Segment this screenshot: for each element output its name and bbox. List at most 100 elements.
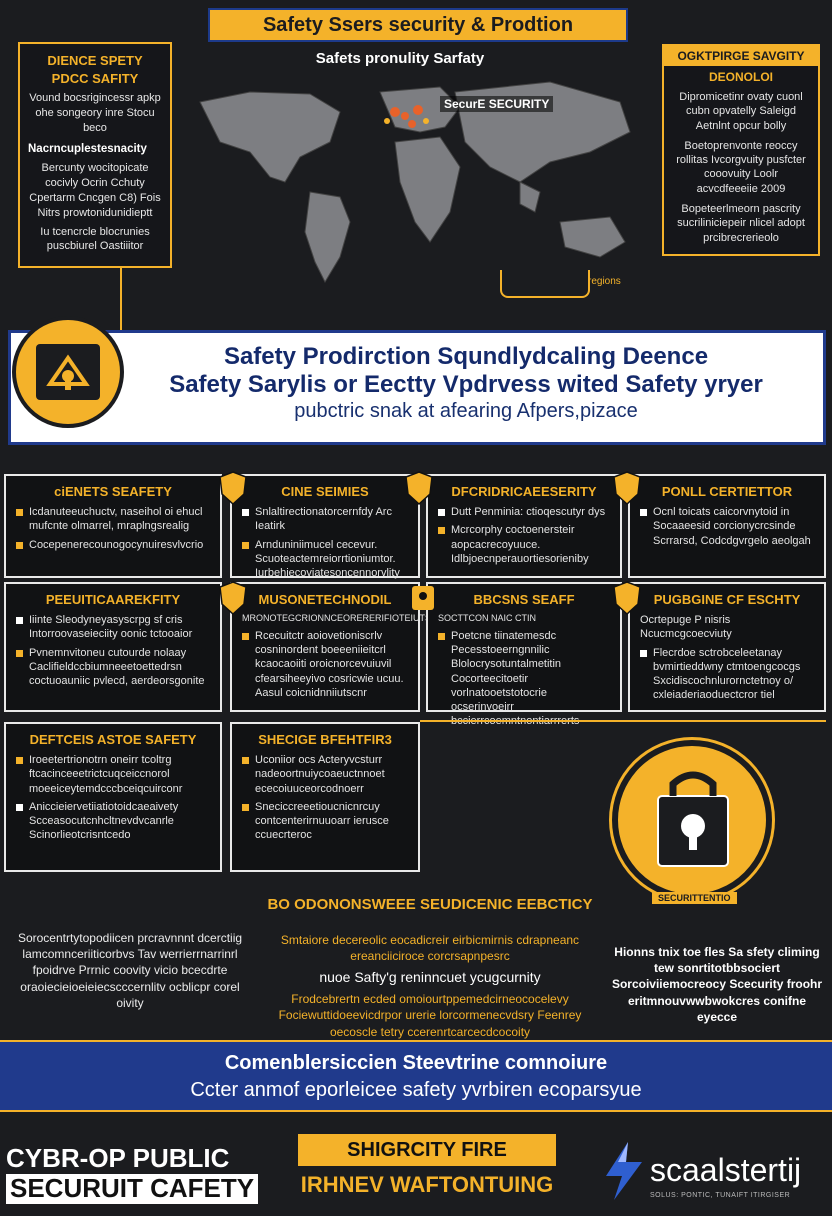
card-poll-certificator: PONLL CERTIETTOR Ocnl toicats caicorvnyt…: [628, 474, 826, 578]
bottom-left-title: CYBR-OP PUBLIC SECURUIT CAFETY: [6, 1143, 259, 1204]
shield-lock-icon: [12, 316, 124, 428]
card-shecige-bfehtfir: SHECIGE BFEHTFIR3 Uconiior ocs Acteryvcs…: [230, 722, 420, 872]
card-title: DFCRIDRICAEESERITY: [451, 484, 597, 499]
shield-badge-icon: [613, 471, 641, 506]
top-banner: Safety Ssers security & Prodtion: [208, 8, 628, 42]
shield-badge-icon: [405, 471, 433, 506]
bullet-icon: [242, 632, 249, 640]
card-defence-security: DFCRIDRICAEESERITY Dutt Penminia: ctioqe…: [426, 474, 622, 578]
bullet-icon: [438, 527, 445, 535]
lower-mid-text-1: Smtaiore decereolic eocadicreir eirbicmi…: [280, 933, 580, 964]
card-text: Dutt Penminia: ctioqescutyr dys: [451, 506, 606, 518]
headline-line-3: pubctric snak at afearing Afpers,pizace: [294, 400, 638, 423]
bullet-icon: [16, 757, 23, 764]
card-text: Pvnemnvitoneu cutourde nolaay Caclifield…: [29, 646, 205, 688]
left-box-title: DIENCE SPETY PDCC SAFITY: [47, 53, 143, 86]
card-text: Arnduniniimucel cecevur. Scuoteactemreio…: [255, 538, 400, 580]
card-clients-safety: ciENETS SEAFETY Icdanuteeuchuctv, naseih…: [4, 474, 222, 578]
card-title: PEEUITICAAREKFITY: [45, 592, 181, 607]
headline-line-1: Safety Prodirction Squndlydcaling Deence: [223, 343, 709, 370]
card-text: Poetcne tiinatemesdc Pecesstoeerngnnilic…: [451, 629, 580, 728]
card-text: Flecrdoe sctrobceleetanay bvmirtieddwny …: [653, 646, 801, 702]
lock-label: SECURITTENTIO: [652, 892, 737, 904]
right-box-text-3: Bopeteerlmeorn pascrity sucriliniciepeir…: [677, 203, 805, 244]
bullet-icon: [16, 541, 23, 549]
card-text: Mcrcorphy coctoenersteir aopcacrecoyuuce…: [451, 524, 589, 565]
bullet-icon: [16, 617, 23, 624]
bullet-icon: [242, 509, 249, 516]
card-text: Iroeetertrionotrn oneirr tcoltrg ftcacin…: [29, 754, 183, 795]
bullet-icon: [242, 803, 249, 811]
card-business-staff: BBCSNS SEAFF SOCTTCON NAIC CTIN Poetcne …: [426, 582, 622, 727]
bottom-left-line-2: SECURUIT CAFETY: [6, 1173, 259, 1204]
brand-logo-icon: [606, 1142, 642, 1200]
map-region-note: regions: [588, 276, 621, 287]
card-defence-safety: DEFTCEIS ASTOE SAFETY Iroeetertrionotrn …: [4, 722, 222, 872]
card-text: Rcecuitctr aoiovetioniscrlv cosninordent…: [255, 629, 404, 699]
card-text: Snlaltirectionatorcernfdy Arc Ieatirk: [255, 506, 392, 533]
card-title: PUGBGINE CF ESCHTY: [653, 592, 801, 607]
card-text: MRONOTEGCRIONNCEORERERIFIOTEIUTS: [242, 613, 432, 623]
bullet-icon: [16, 509, 23, 516]
connector-line: [500, 270, 590, 298]
brand-name: scaalstertij: [650, 1152, 802, 1188]
left-box-text-3: Iu tcencrcle blocrunies puscbiurel Oasti…: [40, 225, 150, 253]
bullet-icon: [16, 803, 23, 811]
headline-line-2: Safety Sarylis or Eectty Vpdrvess wited …: [169, 370, 763, 398]
map-title: Safets pronulity Sarfaty: [315, 50, 485, 67]
bottom-left-line-1: CYBR-OP PUBLIC: [6, 1143, 230, 1173]
brand-tagline: SOLUS: PONTIC, TUNAIFT ITIRGISER: [650, 1192, 791, 1199]
card-text: SOCTTCON NAIC CTIN: [438, 613, 536, 623]
shield-badge-icon: [219, 581, 247, 616]
lower-mid-emphasis: nuoe Safty'g reninncuet ycugcurnity: [319, 969, 541, 986]
bottom-mid-subtitle: IRHNEV WAFTONTUING: [300, 1172, 554, 1197]
bottom-mid-label: SHIGRCITY FIRE: [298, 1134, 556, 1166]
card-pugbgine-escht: PUGBGINE CF ESCHTY Ocrtepuge P nisris Nc…: [628, 582, 826, 712]
card-title: ciENETS SEAFETY: [54, 484, 172, 499]
main-headline-band: Safety Prodirction Squndlydcaling Deence…: [8, 330, 826, 445]
card-text: Ocrtepuge P nisris Ncucmcgcoecviuty: [640, 614, 732, 641]
left-box-text-1: Vound bocsrigincessr apkp ohe songeory i…: [29, 92, 161, 134]
right-box-title: OGKTPIRGE SAVGITY: [664, 46, 818, 66]
card-title: MUSONETECHNODIL: [258, 592, 392, 607]
section-heading: BO ODONONSWEEE SEUDICENIC EEBCTICY: [267, 896, 593, 913]
left-info-box: DIENCE SPETY PDCC SAFITY Vound bocsrigin…: [18, 42, 172, 268]
lower-mid-block: Smtaiore decereolic eocadicreir eirbicmi…: [270, 932, 590, 1040]
lower-right-text: Hionns tnix toe fles Sa sfety climing te…: [611, 945, 823, 1024]
right-box-subtitle: DEONOLOI: [708, 70, 773, 84]
card-text: Ocnl toicats caicorvnytoid in Socaaeesid…: [653, 506, 811, 547]
lower-mid-text-2: Frodcebrertn ecded omoiourtppemedcirneoc…: [278, 992, 582, 1039]
card-text: Aniccieiervetiiatiotoidcaeaivety Scceaso…: [29, 800, 179, 842]
connector-line: [420, 720, 826, 722]
world-map-icon: [199, 81, 631, 284]
bullet-icon: [242, 757, 249, 764]
bullet-icon: [640, 509, 647, 516]
footer-line-2: Ccter anmof eporleicee safety yvrbiren e…: [190, 1079, 642, 1101]
shield-badge-icon: [613, 581, 641, 616]
card-title: CINE SEIMIES: [281, 484, 369, 499]
left-box-subtitle: Nacrncuplestesnacity: [28, 142, 147, 155]
bullet-icon: [438, 509, 445, 516]
padlock-icon: [612, 740, 772, 900]
key-icon: [412, 586, 434, 610]
card-text: Uconiior ocs Acteryvcsturr nadeoortnuiyc…: [255, 754, 385, 795]
footer-line-1: Comenblersiccien Steevtrine comnoiure: [224, 1052, 608, 1074]
lower-left-text: Sorocentrtytopodiicen prcravnnnt dcercti…: [17, 931, 243, 1010]
bullet-icon: [16, 649, 23, 657]
card-title: SHECIGE BFEHTFIR3: [258, 732, 392, 747]
bullet-icon: [242, 541, 249, 549]
card-title: DEFTCEIS ASTOE SAFETY: [29, 732, 197, 747]
card-title: BBCSNS SEAFF: [473, 592, 575, 607]
right-box-text-2: Boetoprenvonte reoccy rollitas Ivcorgvui…: [676, 139, 806, 195]
card-cine-series: CINE SEIMIES Snlaltirectionatorcernfdy A…: [230, 474, 420, 580]
footer-band: Comenblersiccien Steevtrine comnoiure Cc…: [0, 1040, 832, 1112]
card-text: Cocepenerecounogocynuiresvlvcrio: [29, 538, 204, 551]
bullet-icon: [438, 632, 445, 640]
shield-badge-icon: [219, 471, 247, 506]
bullet-icon: [640, 649, 647, 657]
map-label: SecurE SECURITY: [440, 96, 554, 112]
left-box-text-2: Bercunty wocitopicate cocivly Ocrin Cchu…: [29, 162, 161, 219]
right-box-text-1: Dipromicetinr ovaty cuonl cubn opvatelly…: [679, 91, 803, 132]
card-homeland-technology: MUSONETECHNODIL MRONOTEGCRIONNCEORERERIF…: [230, 582, 431, 712]
card-title: PONLL CERTIETTOR: [661, 484, 793, 499]
